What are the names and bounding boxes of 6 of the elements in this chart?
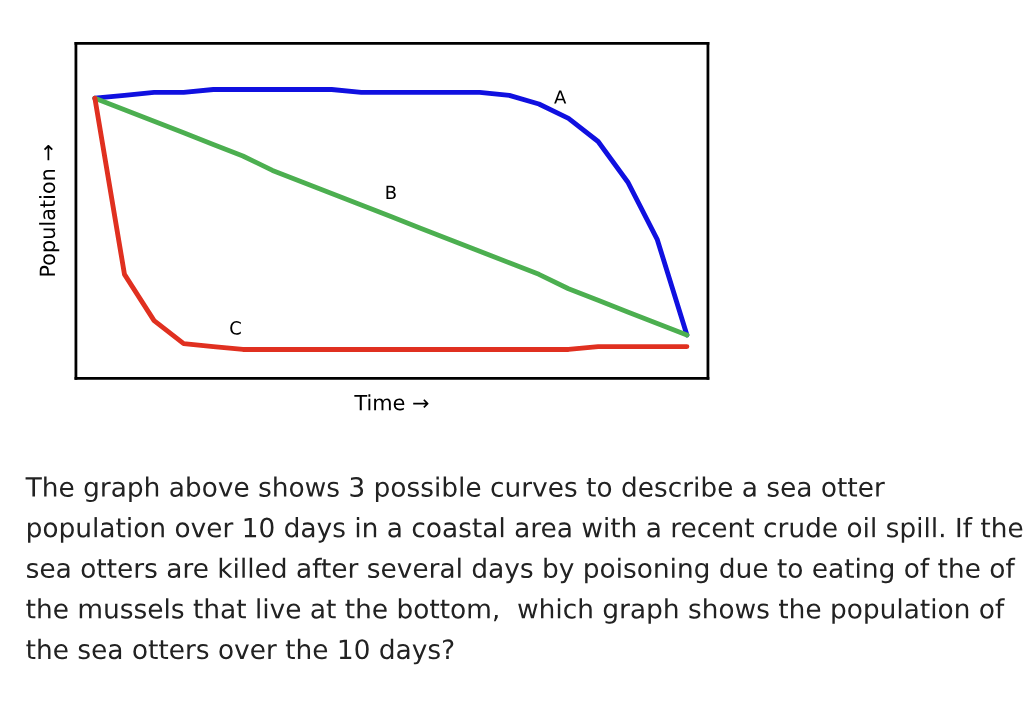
text: The graph above shows 3 possible curves to describe a sea otter population over 10 days in a coastal area with a recent crude oil spill. If the sea otters are killed after several days by poisoning due to eating of the of the mussels that live at the bottom, which graph shows the population of the sea otters over the 10 days? [25,476,1023,665]
series-label: B [386,185,396,199]
y-axis-title: Population → [39,145,60,276]
x-axis-title: Time → [354,394,429,411]
series-label: A [554,90,567,104]
series-label: C [230,321,241,335]
